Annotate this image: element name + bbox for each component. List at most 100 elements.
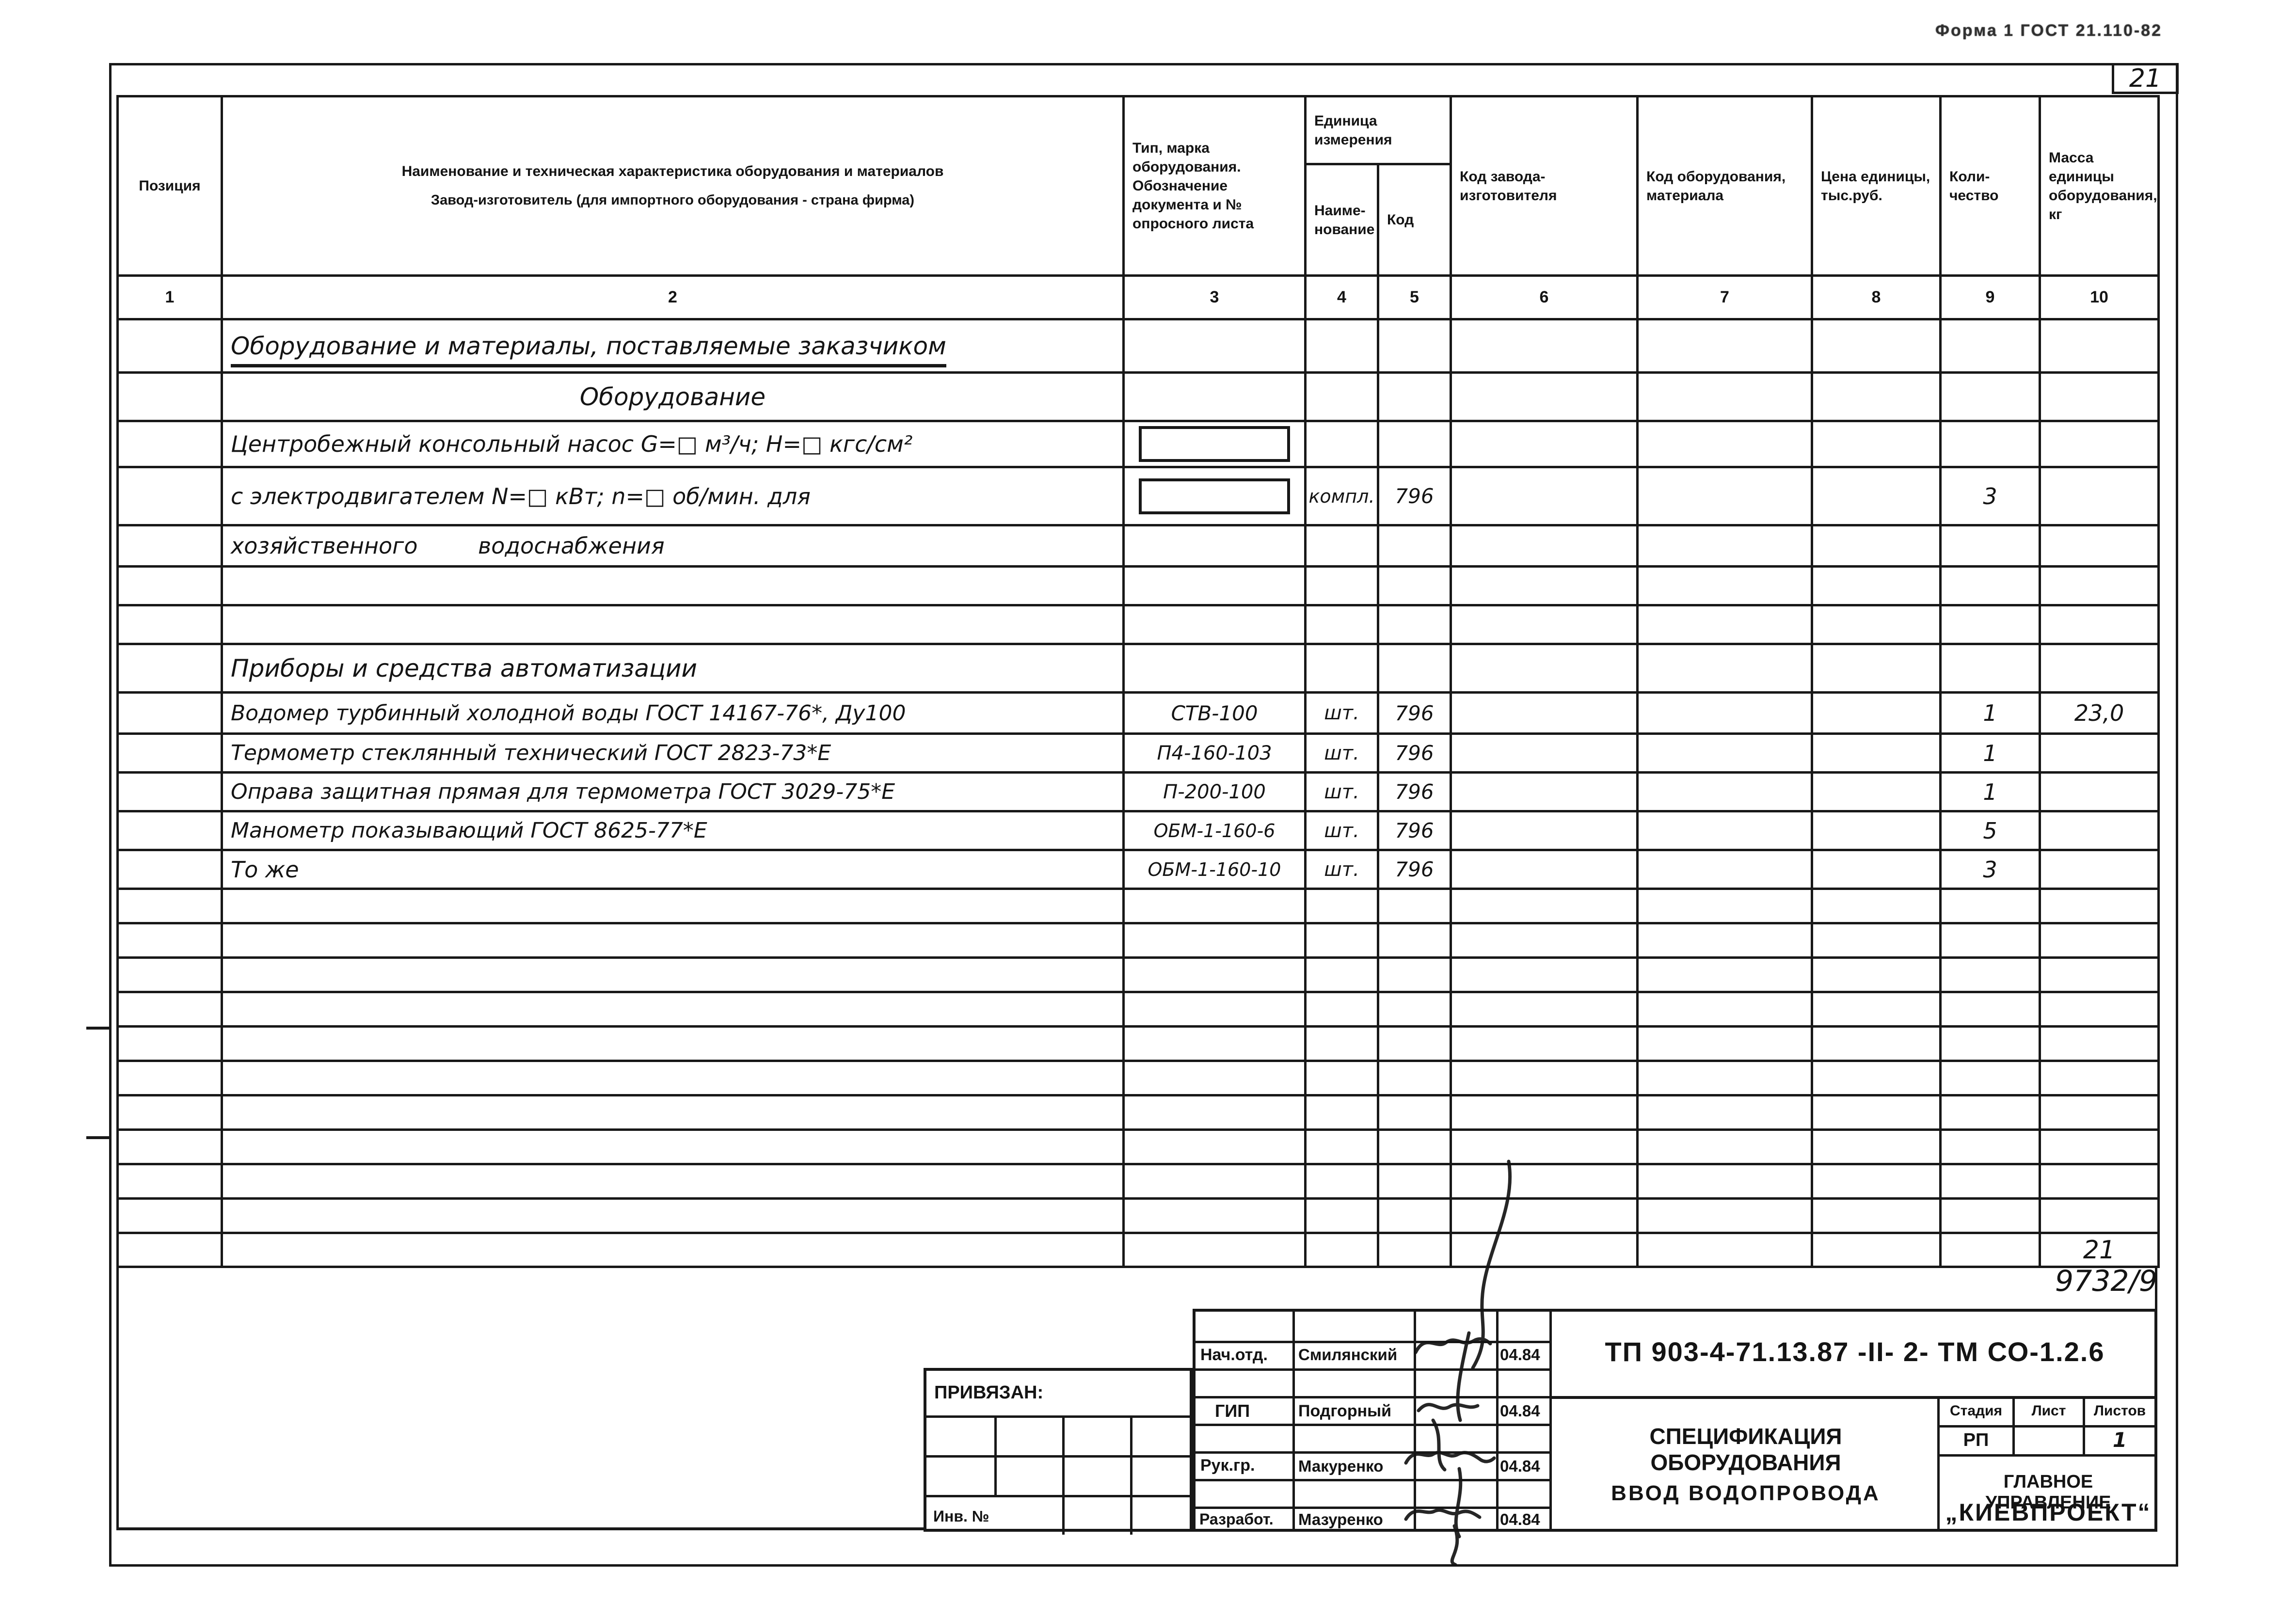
role-date: 04.84 bbox=[1500, 1457, 1540, 1475]
role-name: Мазуренко bbox=[1298, 1510, 1383, 1528]
table-row bbox=[116, 1025, 2160, 1062]
table-row bbox=[116, 888, 2160, 924]
table-row: хозяйственного водоснабжения bbox=[116, 524, 2160, 568]
role-date: 04.84 bbox=[1500, 1346, 1540, 1364]
type-cell: П-200-100 bbox=[1122, 771, 1307, 812]
col-header-unit-group: Единица измерения bbox=[1304, 95, 1452, 165]
col-header-quantity: Коли- чество bbox=[1939, 95, 2041, 277]
unit-cell: шт. bbox=[1304, 849, 1379, 890]
section-heading: Приборы и средства автоматизации bbox=[221, 643, 1125, 694]
table-row bbox=[116, 1163, 2160, 1200]
unit-code-cell: 796 bbox=[1376, 849, 1452, 890]
unit-code-cell: 796 bbox=[1376, 771, 1452, 812]
column-number-row: 1 2 3 4 5 6 7 8 9 10 bbox=[116, 274, 2160, 320]
unit-code-cell: 796 bbox=[1376, 691, 1452, 735]
item-name: То же bbox=[221, 849, 1125, 890]
col-header-price: Цена единицы, тыс.руб. bbox=[1811, 95, 1942, 277]
type-cell bbox=[1122, 466, 1307, 526]
unit-code-cell: 796 bbox=[1376, 732, 1452, 774]
unit-cell: шт. bbox=[1304, 691, 1379, 735]
table-row: Термометр стеклянный технический ГОСТ 28… bbox=[116, 732, 2160, 774]
sheets-label: Листов bbox=[2093, 1403, 2146, 1419]
role-date: 04.84 bbox=[1500, 1402, 1540, 1420]
drawing-title-line2: ВВОД ВОДОПРОВОДА bbox=[1611, 1481, 1881, 1505]
col-number: 7 bbox=[1636, 274, 1814, 320]
item-name: Оправа защитная прямая для термометра ГО… bbox=[221, 771, 1125, 812]
unit-code-cell: 796 bbox=[1376, 810, 1452, 851]
table-row bbox=[116, 565, 2160, 606]
col-number: 8 bbox=[1811, 274, 1942, 320]
table-row: Приборы и средства автоматизации bbox=[116, 643, 2160, 694]
item-name: Центробежный консольный насос G=□ м³/ч; … bbox=[221, 420, 1125, 468]
title-block: Нач.отд. Смилянский 04.84 ГИП Подгорный … bbox=[1193, 1309, 2157, 1532]
type-cell bbox=[1122, 420, 1307, 468]
col-number: 9 bbox=[1939, 274, 2041, 320]
col-header-name: Наименование и техническая характеристик… bbox=[221, 95, 1125, 277]
table-row bbox=[116, 956, 2160, 993]
item-name: с электродвигателем N=□ кВт; n=□ об/мин.… bbox=[221, 466, 1125, 526]
role-name: Смилянский bbox=[1298, 1346, 1398, 1364]
frame-line bbox=[116, 1527, 926, 1530]
inventory-number-label: Инв. № bbox=[933, 1508, 989, 1525]
qty-cell: 3 bbox=[1939, 466, 2041, 526]
table-row bbox=[116, 922, 2160, 959]
qty-cell: 5 bbox=[1939, 810, 2041, 851]
qty-cell: 1 bbox=[1939, 691, 2041, 735]
organization-line2: „КИЕВПРОЕКТ“ bbox=[1945, 1499, 2152, 1526]
sheet-label: Лист bbox=[2031, 1403, 2066, 1419]
table-row bbox=[116, 1128, 2160, 1165]
col-header-name-line1: Наименование и техническая характеристик… bbox=[401, 163, 944, 180]
unit-code-cell: 796 bbox=[1376, 466, 1452, 526]
specification-table: Позиция Наименование и техническая харак… bbox=[116, 95, 2160, 1268]
section-heading-text: Оборудование и материалы, поставляемые з… bbox=[231, 332, 946, 367]
table-row: Оборудование и материалы, поставляемые з… bbox=[116, 318, 2160, 374]
table-row: Оборудование bbox=[116, 371, 2160, 422]
col-number: 10 bbox=[2039, 274, 2160, 320]
annex-block: ПРИВЯЗАН: Инв. № bbox=[924, 1368, 1193, 1535]
table-row bbox=[116, 1094, 2160, 1131]
qty-cell: 1 bbox=[1939, 732, 2041, 774]
stage-label: Стадия bbox=[1949, 1403, 2003, 1419]
form-gost-label: Форма 1 ГОСТ 21.110-82 bbox=[1935, 21, 2162, 40]
col-number: 5 bbox=[1376, 274, 1452, 320]
table-row: Центробежный консольный насос G=□ м³/ч; … bbox=[116, 420, 2160, 468]
role-name: Подгорный bbox=[1298, 1402, 1392, 1420]
sheet-frame bbox=[109, 63, 2178, 1567]
role-label: Нач.отд. bbox=[1200, 1346, 1268, 1364]
sheet-number-in-table: 21 bbox=[2039, 1232, 2160, 1268]
col-number: 4 bbox=[1304, 274, 1379, 320]
mass-cell: 23,0 bbox=[2039, 691, 2160, 735]
role-label: ГИП bbox=[1215, 1401, 1250, 1421]
item-name: хозяйственного водоснабжения bbox=[221, 524, 1125, 568]
stage-value: РП bbox=[1963, 1430, 1989, 1450]
sheets-value: 1 bbox=[2112, 1428, 2127, 1452]
organization-line1: ГЛАВНОЕ УПРАВЛЕНИЕ bbox=[1985, 1472, 2111, 1513]
table-row: Водомер турбинный холодной воды ГОСТ 141… bbox=[116, 691, 2160, 735]
col-header-mass: Масса единицы оборудования, кг bbox=[2039, 95, 2160, 277]
table-row bbox=[116, 604, 2160, 645]
table-row: Манометр показывающий ГОСТ 8625-77*Е ОБМ… bbox=[116, 810, 2160, 851]
table-row bbox=[116, 1197, 2160, 1234]
table-row: с электродвигателем N=□ кВт; n=□ об/мин.… bbox=[116, 466, 2160, 526]
blank-box bbox=[1139, 478, 1290, 514]
col-header-unit-code: Код bbox=[1376, 163, 1452, 277]
table-row bbox=[116, 991, 2160, 1028]
document-number: ТП 903-4-71.13.87 -II- 2- ТМ СО-1.2.6 bbox=[1605, 1336, 2105, 1367]
frame-line bbox=[2155, 1266, 2157, 1311]
sheet-number-box: 21 bbox=[2112, 63, 2179, 94]
unit-cell: шт. bbox=[1304, 771, 1379, 812]
col-header-equipment-code: Код оборудования, материала bbox=[1636, 95, 1814, 277]
col-header-factory-code: Код завода- изготовителя bbox=[1450, 95, 1639, 277]
item-name: Манометр показывающий ГОСТ 8625-77*Е bbox=[221, 810, 1125, 851]
col-number: 2 bbox=[221, 274, 1125, 320]
col-header-unit-name: Наиме- нование bbox=[1304, 163, 1379, 277]
qty-cell: 1 bbox=[1939, 771, 2041, 812]
sheet-number-top: 21 bbox=[2129, 64, 2162, 93]
section-heading: Оборудование и материалы, поставляемые з… bbox=[221, 318, 1125, 374]
table-row: То же ОБМ-1-160-10 шт. 796 3 bbox=[116, 849, 2160, 890]
frame-line bbox=[116, 1266, 119, 1530]
annex-label: ПРИВЯЗАН: bbox=[934, 1382, 1044, 1403]
unit-cell: шт. bbox=[1304, 810, 1379, 851]
col-number: 3 bbox=[1122, 274, 1307, 320]
